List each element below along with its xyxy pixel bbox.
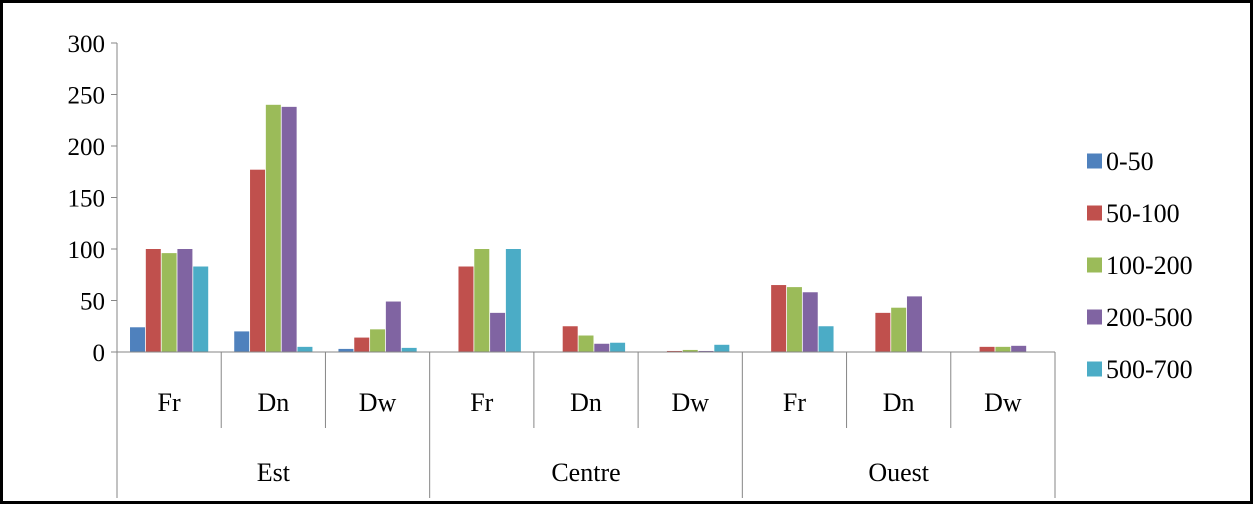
group-label: Centre <box>551 458 620 487</box>
legend-item: 500-700 <box>1087 355 1193 384</box>
category-label: Fr <box>158 388 181 417</box>
bar-200-500-Dw <box>698 350 714 352</box>
bar-chart: 0 50 100 150 200 250 300 Fr Dn Dw Fr Dn Dw Fr Dn Dw Est… <box>68 31 1193 498</box>
y-tick-label: 150 <box>68 186 106 213</box>
bar-500-700-Dn <box>610 342 626 352</box>
bar-100-200-Dn <box>891 307 907 352</box>
y-tick-label: 200 <box>68 134 106 161</box>
category-label: Dw <box>984 388 1022 417</box>
y-tick-label: 100 <box>68 237 106 264</box>
x-axis: Fr Dn Dw Fr Dn Dw Fr Dn Dw Est Centre Ouest <box>116 351 1056 498</box>
bar-100-200-Dw <box>370 329 386 352</box>
legend-swatch <box>1087 361 1102 377</box>
category-label: Dn <box>883 388 915 417</box>
bar-100-200-Dw <box>682 349 698 352</box>
legend-item: 100-200 <box>1087 251 1193 280</box>
category-label: Dw <box>671 388 709 417</box>
bar-50-100-Dn <box>875 312 891 352</box>
y-tick-label: 300 <box>68 31 106 58</box>
bar-50-100-Dw <box>666 350 682 352</box>
legend-label: 500-700 <box>1106 355 1193 384</box>
bar-0-50-Dw <box>338 348 354 352</box>
legend: 0-50 50-100 100-200 200-500 500-700 <box>1087 147 1193 384</box>
legend-label: 200-500 <box>1106 303 1193 332</box>
legend-label: 100-200 <box>1106 251 1193 280</box>
bar-50-100-Dw <box>354 337 370 352</box>
y-tick-label: 50 <box>80 289 105 316</box>
legend-item: 50-100 <box>1087 199 1180 228</box>
bar-100-200-Dn <box>578 335 594 352</box>
legend-label: 0-50 <box>1106 147 1154 176</box>
bar-200-500-Fr <box>177 249 193 352</box>
bar-50-100-Dn <box>562 326 578 352</box>
bar-50-100-Dn <box>250 169 266 352</box>
legend-swatch <box>1087 309 1102 325</box>
bar-100-200-Fr <box>474 249 490 352</box>
y-axis: 0 50 100 150 200 250 300 <box>68 31 118 367</box>
bar-100-200-Fr <box>786 287 802 352</box>
legend-label: 50-100 <box>1106 199 1180 228</box>
category-label: Dw <box>359 388 397 417</box>
bar-100-200-Fr <box>161 253 177 352</box>
bar-100-200-Dn <box>265 104 281 352</box>
y-tick-label: 0 <box>93 340 106 367</box>
bar-500-700-Dw <box>401 347 417 352</box>
bar-500-700-Fr <box>505 249 521 352</box>
bar-500-700-Dw <box>714 344 730 352</box>
bar-200-500-Fr <box>490 312 506 352</box>
legend-swatch <box>1087 257 1102 273</box>
legend-swatch <box>1087 205 1102 221</box>
category-label: Fr <box>470 388 493 417</box>
bar-500-700-Fr <box>193 266 209 352</box>
bar-0-50-Dn <box>234 331 250 352</box>
bar-200-500-Dn <box>906 296 922 352</box>
group-label: Ouest <box>868 458 929 487</box>
bar-50-100-Fr <box>771 285 787 352</box>
bar-500-700-Fr <box>818 326 834 352</box>
category-label: Dn <box>570 388 602 417</box>
bar-50-100-Fr <box>145 249 161 352</box>
bar-200-500-Dn <box>594 343 610 352</box>
category-label: Fr <box>783 388 806 417</box>
legend-swatch <box>1087 153 1102 169</box>
bar-200-500-Dn <box>281 106 297 352</box>
bar-200-500-Dw <box>385 301 401 352</box>
bar-100-200-Dw <box>995 346 1011 352</box>
category-label: Dn <box>257 388 289 417</box>
group-label: Est <box>257 458 291 487</box>
bar-200-500-Fr <box>802 292 818 352</box>
legend-item: 200-500 <box>1087 303 1193 332</box>
bar-50-100-Fr <box>458 266 474 352</box>
legend-item: 0-50 <box>1087 147 1154 176</box>
bar-50-100-Dw <box>979 346 995 352</box>
bar-0-50-Fr <box>130 327 146 352</box>
bar-500-700-Dn <box>297 346 313 352</box>
y-tick-label: 250 <box>68 83 106 110</box>
bar-200-500-Dw <box>1011 345 1027 352</box>
bars <box>130 104 1027 352</box>
